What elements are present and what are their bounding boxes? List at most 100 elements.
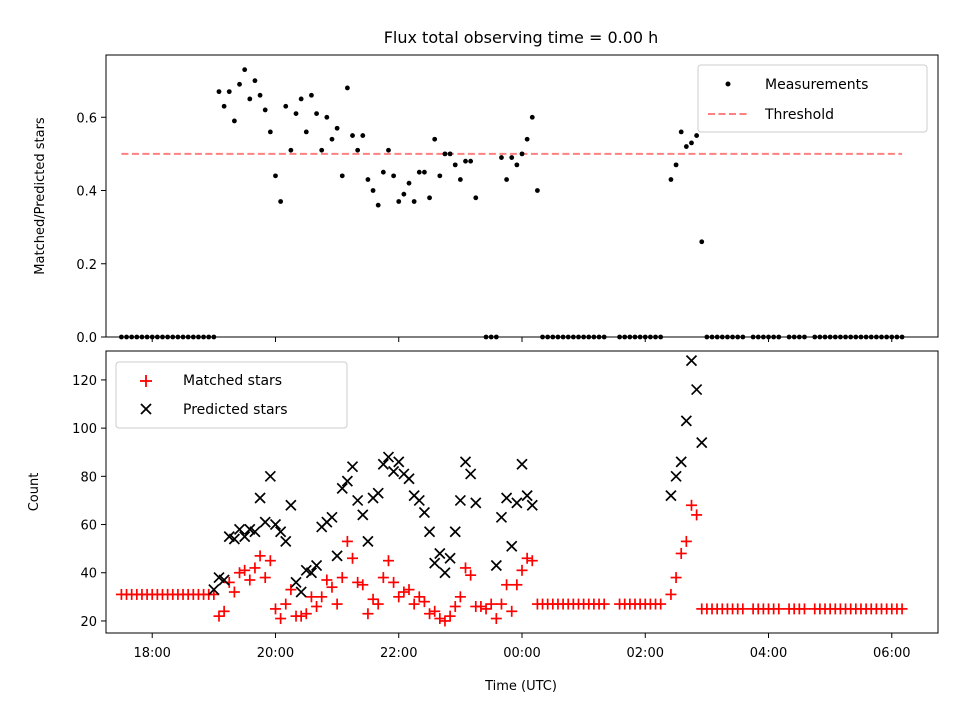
data-point <box>418 596 430 608</box>
data-point <box>475 600 487 612</box>
data-point <box>673 162 679 168</box>
data-point <box>388 576 400 588</box>
data-point <box>309 92 314 98</box>
data-point <box>298 96 304 102</box>
data-point <box>216 89 222 95</box>
count-legend: Matched stars Predicted stars <box>115 361 348 429</box>
data-point <box>598 598 610 610</box>
data-point <box>406 180 412 186</box>
data-point <box>244 574 256 586</box>
data-point <box>283 103 289 109</box>
x-tick-label: 20:00 <box>257 646 294 661</box>
data-point <box>341 535 353 547</box>
data-point <box>470 497 482 509</box>
data-point <box>228 586 240 598</box>
data-point <box>490 559 502 572</box>
data-point <box>370 188 376 193</box>
data-point <box>737 603 749 615</box>
data-point <box>326 581 338 593</box>
series-predicted-stars <box>208 355 708 598</box>
data-point <box>264 555 276 567</box>
data-point <box>357 509 369 521</box>
ratio-ticks: 0.0 0.2 0.4 0.6 <box>76 111 893 346</box>
data-point <box>694 133 700 138</box>
data-point <box>377 572 389 584</box>
data-point <box>249 562 261 574</box>
chart-title: Flux total observing time = 0.00 h <box>384 28 659 47</box>
data-point <box>535 188 540 193</box>
count-legend-box <box>115 361 348 429</box>
data-point <box>422 169 427 175</box>
data-point <box>495 598 507 610</box>
x-tick-label: 02:00 <box>627 646 664 661</box>
legend-predicted-marker <box>140 403 152 415</box>
data-point <box>516 458 528 470</box>
data-point <box>269 603 281 615</box>
data-point <box>252 78 258 84</box>
data-point <box>683 144 689 149</box>
data-point <box>295 586 307 598</box>
data-point <box>259 516 271 528</box>
data-point <box>393 591 405 603</box>
data-point <box>680 535 692 547</box>
data-point <box>273 173 278 179</box>
data-point <box>226 89 232 95</box>
data-point <box>454 494 466 507</box>
ratio-legend-box <box>697 64 928 133</box>
data-point <box>689 140 694 146</box>
data-point <box>473 195 479 201</box>
data-point <box>208 584 220 596</box>
data-point <box>680 415 692 427</box>
data-point <box>460 562 472 574</box>
data-point <box>696 436 708 449</box>
data-point <box>442 151 448 157</box>
data-point <box>408 598 420 610</box>
data-point <box>275 526 287 538</box>
data-point <box>362 608 374 620</box>
data-point <box>485 598 497 610</box>
data-point <box>526 555 538 567</box>
legend-threshold-label: Threshold <box>764 107 834 123</box>
data-point <box>678 129 684 135</box>
data-point <box>233 523 246 535</box>
data-point <box>275 613 287 625</box>
data-point <box>432 136 438 142</box>
data-point <box>234 567 246 579</box>
data-point <box>365 177 371 182</box>
data-point <box>434 547 446 560</box>
data-point <box>798 603 810 615</box>
data-point <box>675 456 687 468</box>
data-point <box>691 383 703 396</box>
data-point <box>434 613 446 625</box>
data-point <box>280 535 292 548</box>
data-point <box>447 151 453 157</box>
data-point <box>773 603 785 615</box>
y-tick-label: 100 <box>72 422 97 437</box>
data-point <box>352 494 364 507</box>
data-point <box>288 147 294 153</box>
data-point <box>336 482 348 494</box>
data-point <box>316 591 328 603</box>
data-point <box>418 506 431 519</box>
y-tick-label: 0.2 <box>76 258 97 273</box>
data-point <box>362 535 374 548</box>
legend-measurements-label: Measurements <box>765 77 868 93</box>
data-point <box>501 579 513 591</box>
x-tick-label: 00:00 <box>503 646 540 661</box>
data-point <box>480 603 492 615</box>
y-tick-label: 60 <box>80 519 97 534</box>
data-point <box>444 610 456 622</box>
data-point <box>331 598 343 610</box>
y-tick-label: 120 <box>72 374 97 389</box>
data-point <box>511 579 523 591</box>
data-point <box>391 173 397 179</box>
data-point <box>372 598 384 610</box>
data-point <box>382 555 394 567</box>
data-point <box>427 195 432 201</box>
data-point <box>278 199 284 204</box>
data-point <box>454 591 466 603</box>
data-point <box>896 603 908 615</box>
data-point <box>665 588 677 600</box>
data-point <box>393 456 405 468</box>
